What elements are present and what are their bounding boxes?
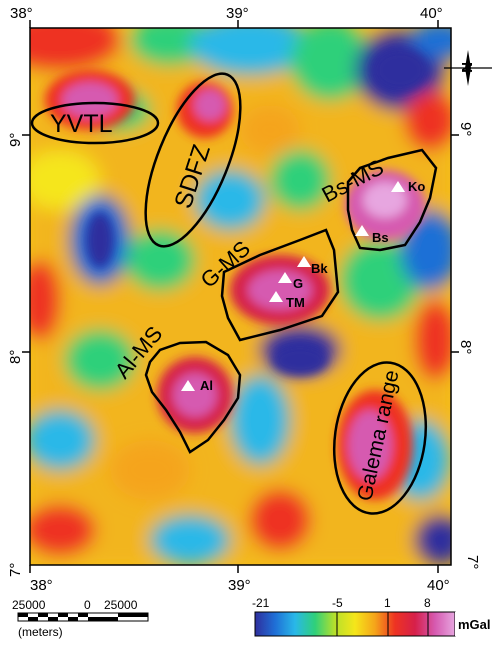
structure-outlines <box>30 72 438 515</box>
yvtl-ellipse <box>30 101 160 145</box>
lat-right-7: 7° <box>464 555 481 569</box>
scale-label-left: 25000 <box>12 598 46 612</box>
map-frame <box>29 27 452 566</box>
lon-top-40: 40° <box>420 5 443 22</box>
al-ms-outline <box>144 340 242 454</box>
lat-left-7: 7° <box>7 563 24 577</box>
colorbar-tick-label-1: -5 <box>332 596 343 610</box>
scale-label-right: 25000 <box>104 598 138 612</box>
lat-right-8: 8° <box>457 340 474 354</box>
colorbar-tick-label-2: 1 <box>384 596 391 610</box>
anomaly-field <box>30 28 451 565</box>
station-al-label: Al <box>200 378 213 393</box>
station-ko-icon <box>391 181 405 192</box>
lon-bottom-40: 40° <box>427 577 450 594</box>
station-bk-icon <box>297 256 311 267</box>
scale-units: (meters) <box>18 625 63 639</box>
yvtl-label: YVTL <box>50 110 113 138</box>
station-tm-icon <box>269 291 283 302</box>
stations: Ko Bs Bk G TM Al <box>181 179 425 393</box>
north-arrow-label: N <box>458 62 475 73</box>
colorbar-tick-label-3: 8 <box>424 596 431 610</box>
bs-ms-outline <box>346 148 438 252</box>
lon-bottom-39: 39° <box>228 577 251 594</box>
station-g-label: G <box>293 276 303 291</box>
colorbar-tick-label-0: -21 <box>252 596 270 610</box>
lon-bottom-38: 38° <box>30 577 53 594</box>
station-tm-label: TM <box>286 295 305 310</box>
lon-top-39: 39° <box>226 5 249 22</box>
colorbar-unit: mGal <box>458 617 491 632</box>
station-bk-label: Bk <box>311 261 328 276</box>
station-al-icon <box>181 380 195 391</box>
lat-left-9: 9° <box>7 133 24 147</box>
scale-label-center: 0 <box>84 598 91 612</box>
graticule-ticks <box>22 20 459 573</box>
g-ms-outline <box>220 228 340 342</box>
north-arrow-icon: N <box>444 50 492 86</box>
sdfz-ellipse <box>144 72 242 248</box>
colorbar: -21 -5 1 8 mGal <box>252 596 495 637</box>
station-bs-label: Bs <box>372 230 389 245</box>
colorbar-ramp <box>254 611 456 637</box>
scale-bar: 25000 0 25000 (meters) <box>12 598 149 639</box>
galema-ellipse <box>332 361 428 515</box>
colorbar-unit-bg <box>455 612 495 636</box>
station-ko-label: Ko <box>408 179 425 194</box>
station-bs-icon <box>355 225 369 236</box>
lon-top-38: 38° <box>10 5 33 22</box>
lat-right-9: 9° <box>457 122 474 136</box>
station-g-icon <box>278 272 292 283</box>
lat-left-8: 8° <box>7 350 24 364</box>
